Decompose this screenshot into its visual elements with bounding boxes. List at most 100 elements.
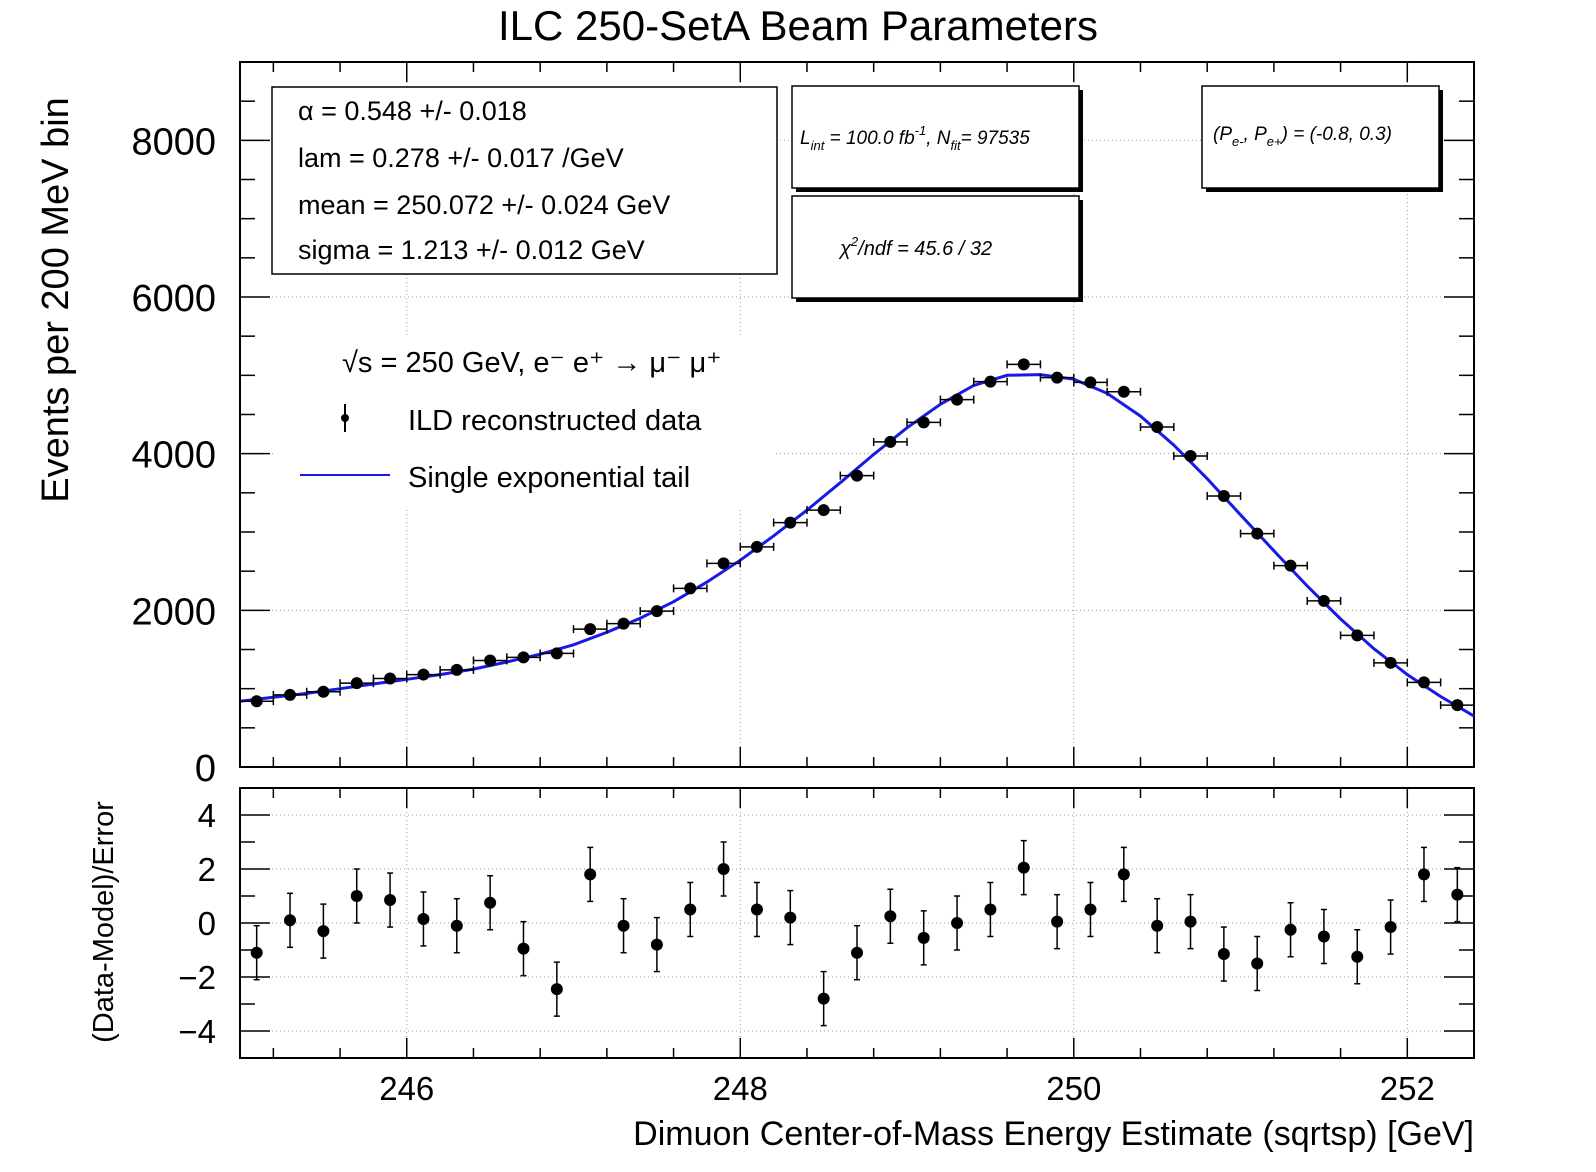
main-point-marker xyxy=(517,651,530,664)
residual-data-point xyxy=(484,875,497,931)
residual-data-point xyxy=(1117,846,1130,903)
residual-data-point xyxy=(917,910,930,966)
main-point-marker xyxy=(817,504,830,517)
main-point-marker xyxy=(750,540,763,553)
main-point-marker xyxy=(884,435,897,448)
main-data-point xyxy=(1173,450,1208,463)
residual-point-marker xyxy=(1051,915,1064,928)
residual-point-marker xyxy=(584,868,597,881)
residual-point-marker xyxy=(450,919,463,932)
res-ytick-label-0: 0 xyxy=(198,905,216,942)
residual-data-point xyxy=(1017,839,1030,896)
main-data-point xyxy=(539,647,575,660)
main-data-point xyxy=(806,504,842,517)
legend-data-marker xyxy=(341,414,349,422)
xtick-label-252: 252 xyxy=(1380,1070,1435,1107)
residual-point-marker xyxy=(1217,948,1230,961)
main-data-point xyxy=(272,688,308,701)
residual-data-point xyxy=(584,846,597,903)
res-ytick-label-4: 4 xyxy=(198,797,216,834)
main-data-point xyxy=(672,582,708,595)
main-point-marker xyxy=(1451,699,1464,712)
residual-data-point xyxy=(884,888,897,944)
main-point-marker xyxy=(1317,594,1330,607)
residual-data-point xyxy=(1217,926,1230,982)
main-point-marker xyxy=(584,623,597,636)
residual-point-marker xyxy=(284,914,297,927)
residual-data-point xyxy=(750,881,763,938)
fit-param-lam: lam = 0.278 +/- 0.017 /GeV xyxy=(298,143,624,173)
residual-point-marker xyxy=(617,919,630,932)
residual-data-point xyxy=(1151,897,1164,954)
residual-point-marker xyxy=(1151,919,1164,932)
main-data-point xyxy=(772,516,808,529)
residual-point-marker xyxy=(717,863,730,875)
main-ytick-label-8000: 8000 xyxy=(131,121,216,163)
pol-text: (Pe-, Pe+) = (-0.8, 0.3) xyxy=(1213,124,1392,149)
residual-point-marker xyxy=(1251,957,1264,970)
pol-box xyxy=(1201,85,1440,189)
main-data-point xyxy=(639,605,675,618)
main-point-marker xyxy=(417,668,430,681)
lumi-text: Lint = 100.0 fb-1, Nfit= 97535 xyxy=(800,123,1030,153)
residual-data-point xyxy=(784,889,797,946)
fit-param-mean: mean = 250.072 +/- 0.024 GeV xyxy=(298,190,670,220)
main-point-marker xyxy=(951,393,964,406)
main-point-marker xyxy=(1217,489,1230,502)
residual-data-point xyxy=(650,916,663,973)
residual-data-point xyxy=(417,891,430,947)
residual-data-point xyxy=(1184,893,1197,950)
legend-box xyxy=(275,337,775,507)
residual-data-point xyxy=(1451,866,1464,923)
residual-y-tick-labels: −4 −2 0 2 4 xyxy=(178,797,216,1050)
residual-data-point xyxy=(1384,899,1397,955)
residual-point-marker xyxy=(517,942,530,955)
residual-point-marker xyxy=(884,910,897,923)
residual-data-point xyxy=(284,892,297,949)
main-data-point xyxy=(706,557,742,570)
xtick-label-250: 250 xyxy=(1046,1070,1101,1107)
residual-data-point xyxy=(851,924,863,981)
x-tick-labels: 246 248 250 252 xyxy=(379,1070,1435,1107)
fit-params-box xyxy=(271,86,778,275)
fit-param-sigma: sigma = 1.213 +/- 0.012 GeV xyxy=(298,235,645,265)
main-axis-ticks xyxy=(240,61,1475,768)
residual-data-point xyxy=(384,872,397,928)
residual-point-marker xyxy=(317,925,330,938)
main-data-point xyxy=(906,416,942,429)
residual-data-point xyxy=(1284,902,1297,958)
chi2-box xyxy=(791,195,1080,299)
main-point-marker xyxy=(650,605,663,618)
main-point-marker xyxy=(350,677,363,690)
main-point-marker xyxy=(1151,421,1164,434)
main-y-axis-title: Events per 200 MeV bin xyxy=(35,97,77,503)
res-ytick-label--4: −4 xyxy=(178,1013,216,1050)
residual-data-point xyxy=(450,897,463,954)
main-point-marker xyxy=(617,617,630,630)
residual-point-marker xyxy=(1284,923,1297,936)
residual-data-point xyxy=(1084,881,1097,938)
residual-data-point xyxy=(1051,893,1064,950)
residual-data-point xyxy=(250,924,263,981)
residual-data-point xyxy=(617,897,630,954)
residual-data-point xyxy=(817,970,830,1027)
residual-point-marker xyxy=(1417,868,1430,881)
main-data-point xyxy=(1139,421,1175,434)
legend-data-label: ILD reconstructed data xyxy=(408,405,702,437)
main-point-marker xyxy=(384,672,397,685)
chart-title: ILC 250-SetA Beam Parameters xyxy=(498,2,1098,49)
main-y-tick-labels: 0 2000 4000 6000 8000 xyxy=(131,121,216,790)
residual-data-point xyxy=(350,868,363,924)
main-point-marker xyxy=(250,695,263,708)
main-data-points xyxy=(239,358,1475,712)
fit-param-alpha: α = 0.548 +/- 0.018 xyxy=(298,96,527,126)
residual-point-marker xyxy=(817,992,830,1005)
main-point-marker xyxy=(1351,629,1364,642)
res-ytick-label-2: 2 xyxy=(198,851,216,888)
residual-point-marker xyxy=(1184,915,1197,928)
residual-point-marker xyxy=(984,903,997,916)
main-point-marker xyxy=(1017,358,1030,371)
xtick-label-248: 248 xyxy=(713,1070,768,1107)
residual-point-marker xyxy=(250,946,263,959)
